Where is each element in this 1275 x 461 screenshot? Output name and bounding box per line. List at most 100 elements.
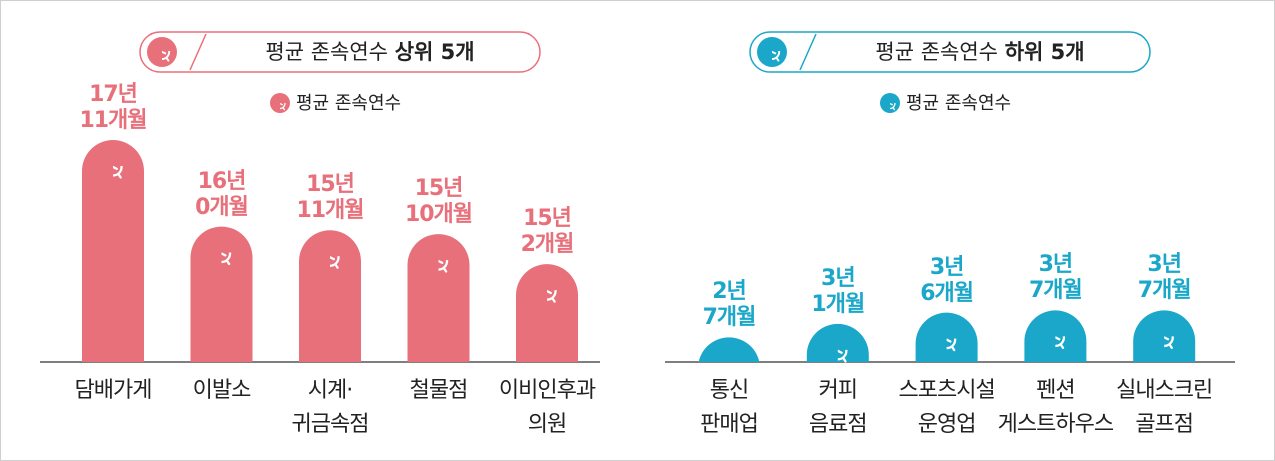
clock-feet [117,173,122,179]
clock-icon [221,252,232,266]
clock-icon [162,51,171,62]
clock-icon [1164,336,1174,349]
clock-face [330,256,340,267]
clock-hands [221,252,227,257]
legend-label: 평균 존속연수 [906,93,1011,114]
clock-hands [438,260,444,265]
clock-hands [113,166,118,170]
clock-icon [1055,336,1066,349]
clock-feet [842,357,847,363]
value-label: 2년 7개월 [702,279,757,331]
clock-icon [280,103,286,111]
clock-icon [113,166,123,179]
clock-face [280,103,286,110]
x-tick-label: 시계· 귀금속점 [291,378,370,437]
clock-face [221,252,232,264]
clock-feet [1168,343,1173,349]
clock-feet [892,107,896,111]
clock-feet [551,297,556,303]
title-icon-bg [147,37,177,67]
chart-title: 평균 존속연수 하위 5개 [875,40,1084,64]
clock-hands [1164,336,1170,341]
x-tick-label: 철물점 [409,378,469,403]
x-tick-label: 실내스크린 골프점 [1116,378,1213,437]
clock-hands [280,103,283,106]
clock-icon [890,103,896,111]
clock-icon [946,338,957,352]
clock-face [547,290,557,301]
clock-hands [772,51,777,55]
bar [516,264,578,362]
clock-feet [951,346,956,352]
title-slash [189,33,207,71]
legend-label: 평균 존속연수 [296,93,401,114]
clock-face [1164,336,1174,348]
clock-feet [443,267,448,273]
value-label: 15년 10개월 [404,176,473,228]
x-tick-label: 펜션 게스트하우스 [997,378,1114,437]
clock-feet [775,57,780,62]
clock-hands [890,103,893,106]
clock-feet [282,107,286,111]
bar [806,323,869,362]
chart-title-main: 평균 존속연수 [265,40,388,64]
x-tick-label: 이발소 [192,378,252,403]
value-label: 17년 11개월 [79,82,147,133]
clock-face [946,338,957,350]
x-tick-label: 담배가게 [74,378,153,403]
clock-hands [946,338,952,343]
clock-feet [165,57,170,62]
value-label: 3년 1개월 [811,265,865,317]
title-pill [749,31,1151,73]
x-tick-label: 커피 음료점 [808,378,868,437]
clock-feet [334,263,339,269]
chart-title: 평균 존속연수 상위 5개 [265,40,474,64]
bar [1024,310,1087,362]
value-label: 3년 6개월 [920,254,974,306]
x-tick-label: 통신 판매업 [700,378,759,437]
clock-face [162,51,171,60]
bar [190,226,253,362]
clock-hands [729,363,734,368]
value-label: 3년 7개월 [1137,252,1192,304]
clock-icon [438,260,449,273]
value-label: 3년 7개월 [1028,252,1083,304]
clock-face [1055,336,1066,348]
clock-face [837,349,848,361]
clock-hands [837,349,843,354]
chart-title-emphasis: 하위 5개 [1005,40,1085,64]
clock-icon [772,51,781,62]
title-slash [799,33,817,71]
value-label: 15년 2개월 [520,206,575,258]
clock-face [772,51,781,60]
clock-face [438,260,449,271]
x-tick-label: 이비인후과 의원 [498,378,596,437]
clock-face [890,103,896,110]
clock-hands [162,51,167,55]
bar [299,230,361,362]
value-label: 15년 11개월 [296,172,364,224]
chart-title-main: 평균 존속연수 [875,40,998,64]
clock-hands [547,290,552,295]
value-label: 16년 0개월 [195,168,249,220]
clock-face [729,363,739,374]
clock-feet [733,370,738,376]
clock-hands [1055,336,1061,341]
bar [1133,310,1196,362]
bar [82,140,144,362]
clock-feet [1059,343,1065,349]
x-tick-label: 스포츠시설 운영업 [898,378,995,437]
bar [407,234,470,362]
bar [698,337,760,362]
clock-icon [547,290,557,303]
title-pill [139,31,541,73]
chart-title-emphasis: 상위 5개 [395,40,475,64]
clock-hands [330,256,335,261]
bar [915,312,978,362]
clock-icon [330,256,340,269]
clock-icon [729,363,739,376]
clock-face [113,166,123,177]
clock-feet [226,259,231,266]
